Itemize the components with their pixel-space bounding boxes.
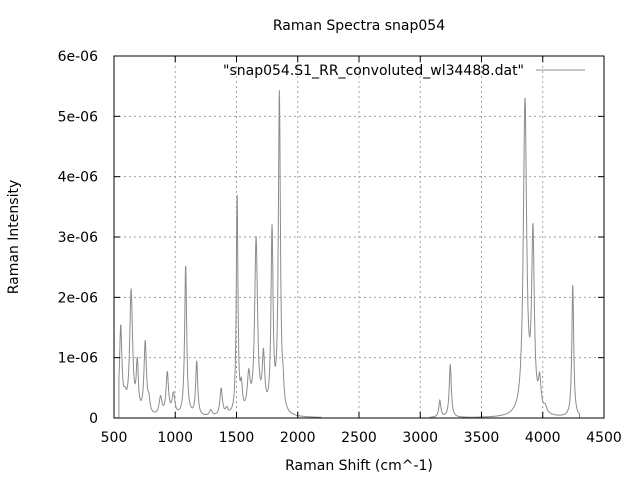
y-tick-label: 4e-06 <box>58 170 98 186</box>
series-line-0 <box>118 90 580 418</box>
y-tick-label: 1e-06 <box>58 351 98 367</box>
x-tick-label: 3500 <box>464 430 500 446</box>
x-tick-label: 4500 <box>586 430 622 446</box>
legend-label: "snap054.S1_RR_convoluted_wl34488.dat" <box>223 63 524 79</box>
y-tick-label: 3e-06 <box>58 230 98 246</box>
x-axis-label: Raman Shift (cm^-1) <box>285 458 433 474</box>
y-tick-label: 2e-06 <box>58 290 98 306</box>
legend: "snap054.S1_RR_convoluted_wl34488.dat" <box>223 63 585 79</box>
y-tick-label: 6e-06 <box>58 49 98 65</box>
x-tick-label: 2500 <box>341 430 377 446</box>
tick-labels: 500 1000 1500 2000 2500 3000 3500 4000 4500 0 1e-0… <box>58 49 622 446</box>
y-axis-label: Raman Intensity <box>6 180 22 294</box>
series-layer <box>118 90 580 418</box>
x-tick-label: 1000 <box>157 430 193 446</box>
x-tick-label: 1500 <box>219 430 255 446</box>
x-tick-label: 4000 <box>525 430 561 446</box>
x-tick-label: 3000 <box>402 430 438 446</box>
ticks <box>113 55 605 419</box>
x-tick-label: 500 <box>101 430 128 446</box>
y-tick-label: 0 <box>89 411 98 427</box>
chart-title: Raman Spectra snap054 <box>273 18 445 34</box>
grid <box>114 56 604 418</box>
x-tick-label: 2000 <box>280 430 316 446</box>
y-tick-label: 5e-06 <box>58 109 98 125</box>
